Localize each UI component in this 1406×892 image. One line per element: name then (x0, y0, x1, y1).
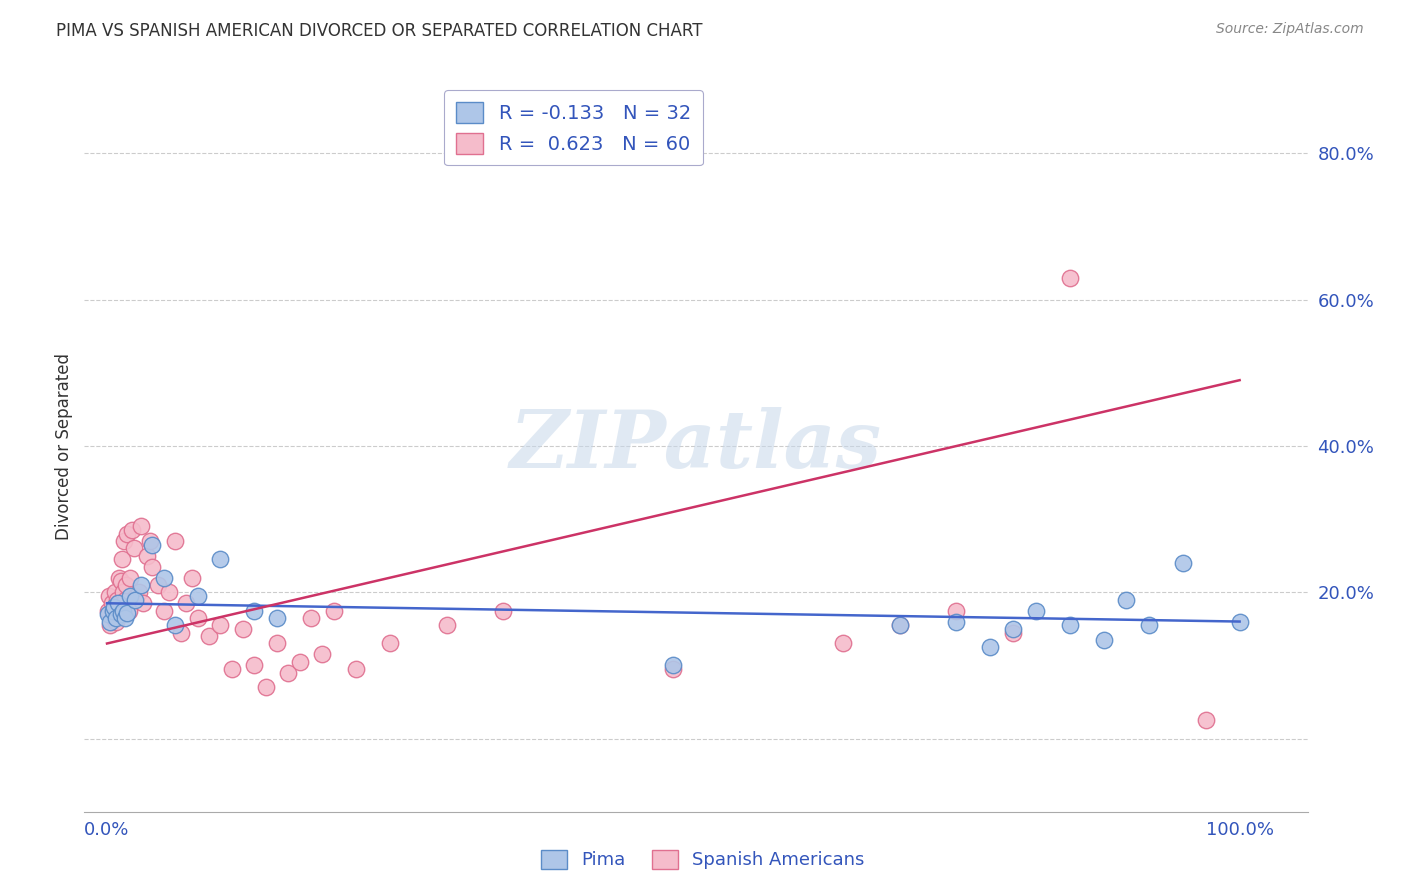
Point (105, 615, 128, 629)
Point (135, 549, 157, 563)
Point (152, 603, 174, 617)
Legend: Pima, Spanish Americans: Pima, Spanish Americans (533, 840, 873, 879)
Point (111, 585, 134, 599)
Point (111, 603, 134, 617)
Point (112, 534, 135, 549)
Point (117, 603, 139, 617)
Point (100, 596, 122, 610)
Point (141, 559, 163, 574)
Point (141, 538, 163, 552)
Point (117, 526, 139, 541)
Point (110, 574, 132, 589)
Point (129, 578, 152, 592)
Point (662, 658, 685, 673)
Point (662, 662, 685, 676)
Text: PIMA VS SPANISH AMERICAN DIVORCED OR SEPARATED CORRELATION CHART: PIMA VS SPANISH AMERICAN DIVORCED OR SEP… (56, 22, 703, 40)
Point (107, 596, 129, 610)
Point (97, 607, 120, 622)
Point (979, 640, 1001, 655)
Point (889, 618, 911, 632)
Point (1195, 714, 1218, 728)
Point (198, 629, 221, 643)
Point (380, 636, 402, 650)
Point (108, 571, 131, 585)
Point (1171, 556, 1194, 570)
Point (187, 611, 209, 625)
Point (209, 618, 232, 632)
Text: Source: ZipAtlas.com: Source: ZipAtlas.com (1216, 22, 1364, 37)
Point (118, 589, 141, 603)
Point (1137, 618, 1160, 632)
Point (117, 606, 139, 620)
Point (111, 552, 134, 566)
Point (209, 552, 232, 566)
Point (118, 571, 141, 585)
Point (1025, 603, 1047, 617)
Point (101, 603, 124, 617)
Point (97, 603, 120, 617)
Point (945, 603, 967, 617)
Point (128, 585, 150, 599)
Point (157, 585, 180, 599)
Point (232, 622, 254, 636)
Point (169, 625, 191, 640)
Point (110, 607, 132, 622)
Point (832, 636, 855, 650)
Point (122, 541, 145, 556)
Point (1059, 618, 1081, 632)
Point (129, 519, 152, 533)
Point (1092, 632, 1115, 647)
Point (187, 589, 209, 603)
Point (288, 655, 311, 669)
Point (243, 603, 266, 617)
Point (100, 618, 122, 632)
Text: ZIPatlas: ZIPatlas (510, 408, 882, 484)
Point (1115, 592, 1137, 607)
Point (492, 603, 515, 617)
Point (344, 662, 367, 676)
Point (299, 611, 322, 625)
Point (266, 636, 288, 650)
Point (101, 603, 124, 617)
Point (322, 603, 344, 617)
Point (139, 534, 162, 549)
Point (105, 592, 128, 607)
Point (146, 578, 169, 592)
Point (266, 611, 288, 625)
Point (945, 615, 967, 629)
Point (115, 578, 138, 592)
Point (311, 648, 333, 662)
Point (221, 662, 243, 676)
Point (132, 596, 155, 610)
Point (1059, 270, 1081, 285)
Point (103, 611, 125, 625)
Point (163, 534, 186, 549)
Point (436, 618, 458, 632)
Point (114, 592, 136, 607)
Point (254, 681, 277, 695)
Point (121, 523, 143, 537)
Point (1002, 625, 1025, 640)
Point (181, 571, 204, 585)
Point (103, 599, 125, 614)
Point (163, 618, 186, 632)
Point (889, 618, 911, 632)
Point (277, 665, 299, 680)
Point (125, 589, 148, 603)
Y-axis label: Divorced or Separated: Divorced or Separated (55, 352, 73, 540)
Point (174, 596, 197, 610)
Point (124, 592, 146, 607)
Legend: R = -0.133   N = 32, R =  0.623   N = 60: R = -0.133 N = 32, R = 0.623 N = 60 (444, 90, 703, 165)
Point (104, 585, 127, 599)
Point (1002, 622, 1025, 636)
Point (98, 589, 121, 603)
Point (152, 571, 174, 585)
Point (107, 596, 129, 610)
Point (105, 611, 128, 625)
Point (1229, 615, 1251, 629)
Point (100, 615, 122, 629)
Point (114, 611, 136, 625)
Point (243, 658, 266, 673)
